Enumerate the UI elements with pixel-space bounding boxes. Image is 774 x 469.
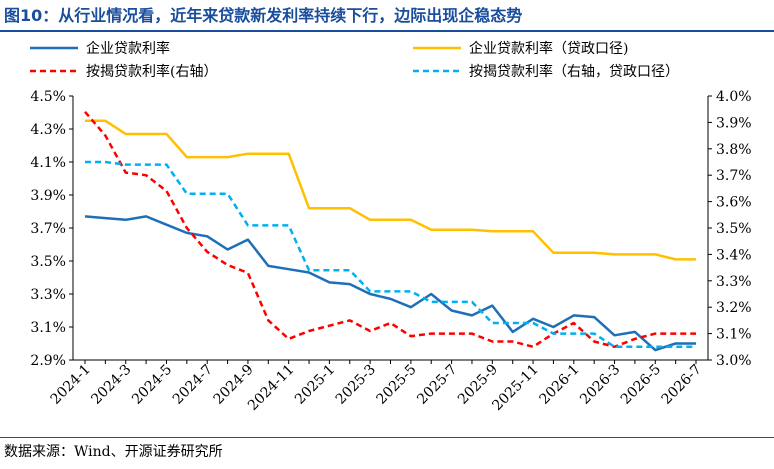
x-tick-label: 2026-7 xyxy=(659,362,705,408)
y-left-tick-label: 4.3% xyxy=(30,122,66,138)
x-tick-label: 2025-7 xyxy=(414,362,460,408)
y-right-tick-label: 3.5% xyxy=(716,221,752,237)
figure-title: 图10：从行业情况看，近年来贷款新发利率持续下行，边际出现企稳态势 xyxy=(4,6,523,25)
y-right-tick-label: 3.6% xyxy=(716,195,752,211)
source-divider xyxy=(0,437,774,438)
legend-label-4: 按揭贷款利率（右轴，贷政口径） xyxy=(469,63,679,80)
legend-label-3: 按揭贷款利率(右轴） xyxy=(86,63,217,80)
source-note: 数据来源：Wind、开源证券研究所 xyxy=(4,444,223,460)
y-right-tick-label: 3.7% xyxy=(716,168,752,184)
x-tick-label: 2024-3 xyxy=(88,362,134,408)
y-left-tick-label: 3.5% xyxy=(30,254,66,270)
y-right-tick-label: 4.0% xyxy=(716,89,752,105)
y-left-tick-label: 3.7% xyxy=(30,221,66,237)
title-divider xyxy=(0,30,774,32)
y-left-tick-label: 3.9% xyxy=(30,188,66,204)
series-line-2 xyxy=(85,119,696,261)
x-tick-label: 2026-5 xyxy=(618,362,664,408)
x-tick-label: 2026-1 xyxy=(536,362,582,408)
legend-label-1: 企业贷款利率 xyxy=(86,40,170,57)
y-right-tick-label: 3.4% xyxy=(716,247,752,263)
series-line-3 xyxy=(84,110,696,349)
y-right-tick-label: 3.9% xyxy=(716,115,752,131)
y-right-tick-label: 3.3% xyxy=(716,274,752,290)
y-right-tick-label: 3.2% xyxy=(716,300,752,316)
x-tick-label: 2025-5 xyxy=(374,362,420,408)
legend-label-2: 企业贷款利率（贷政口径) xyxy=(469,40,628,57)
legend: 企业贷款利率 企业贷款利率（贷政口径) 按揭贷款利率(右轴） 按揭贷款利率（右轴，贷政… xyxy=(30,40,679,80)
y-left-tick-label: 2.9% xyxy=(30,353,66,369)
y-right-tick-label: 3.1% xyxy=(716,327,752,343)
series-line-4 xyxy=(85,160,696,349)
x-tick-label: 2025-1 xyxy=(292,362,338,408)
series-line-1 xyxy=(84,215,696,352)
y-left-tick-label: 3.3% xyxy=(30,287,66,303)
x-tick-label: 2024-7 xyxy=(170,362,216,408)
x-tick-label: 2026-3 xyxy=(577,362,623,408)
y-left-tick-label: 4.1% xyxy=(30,155,66,171)
y-right-tick-label: 3.0% xyxy=(716,353,752,369)
y-left-tick-label: 3.1% xyxy=(30,320,66,336)
x-tick-label: 2024-5 xyxy=(129,362,175,408)
y-left-tick-label: 4.5% xyxy=(30,89,66,105)
chart-series xyxy=(84,110,696,352)
chart-axes: 4.5% 4.3% 4.1% 3.9% 3.7% 3.5% 3.3% 3.1% 2.9% 4.0%… xyxy=(30,89,751,414)
x-tick-label: 2025-3 xyxy=(333,362,379,408)
y-right-tick-label: 3.8% xyxy=(716,142,752,158)
